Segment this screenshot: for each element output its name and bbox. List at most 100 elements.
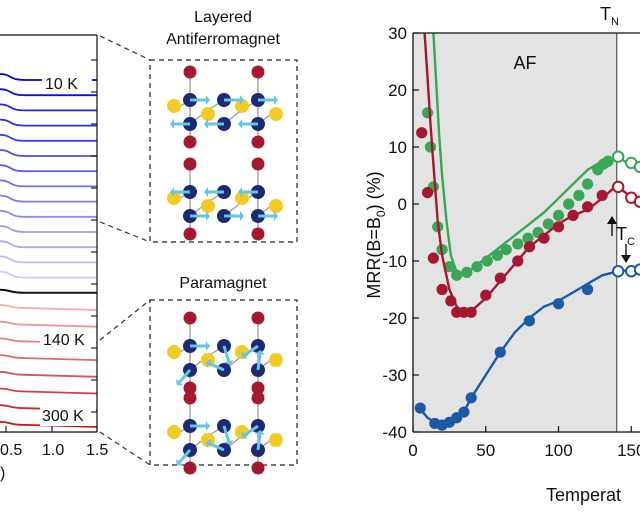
series-0-point (552, 209, 565, 221)
series-0-point (443, 261, 455, 273)
spin-arrow-head (223, 439, 234, 446)
y-tick-label: 10 (388, 138, 407, 157)
series-2-point (458, 406, 470, 418)
red-atom (183, 311, 197, 325)
spin-arrow (256, 353, 262, 371)
temp-label-300k: 300 K (42, 408, 84, 425)
pm-box (149, 299, 298, 466)
axes-layer: -40 -30 -20 -10 0 10 20 30 0 50 100 150 (382, 24, 640, 460)
series-2-open-point (633, 263, 640, 276)
spin-arrow-head (240, 211, 244, 221)
red-atom (251, 157, 265, 171)
series-2-point (494, 346, 506, 358)
spin-arrow (256, 433, 262, 451)
y-axis-label-tail: ) (%) (364, 171, 384, 210)
left-curve (0, 149, 97, 157)
left-curve (0, 304, 98, 311)
yellow-atom (269, 199, 283, 213)
spin-arrow-head (204, 187, 208, 197)
spin-arrow-head (170, 187, 174, 197)
x-tick-label: 150 (617, 441, 640, 460)
af-box (149, 59, 298, 243)
series-0-point (481, 255, 493, 267)
yellow-atom (235, 191, 249, 205)
spin-arrow-head (241, 430, 248, 440)
series-1-point (445, 295, 457, 307)
series-1-open-point (633, 195, 640, 208)
spin-arrow-head (205, 358, 212, 369)
y-axis-label: MRR(B=B0) (%) (364, 171, 388, 298)
series-1-point (494, 272, 506, 284)
y-tick-label: -40 (382, 423, 407, 442)
series-1-point (465, 306, 477, 318)
spin-arrow (208, 362, 225, 372)
left-curve (0, 404, 98, 412)
yellow-atom (167, 99, 181, 113)
series-2-point (582, 283, 594, 296)
y-tick-label: -30 (382, 366, 407, 385)
left-curve (0, 320, 98, 328)
spin-schematic: Layered Antiferromagnet Paramagnet (99, 9, 298, 475)
left-curve (0, 288, 97, 294)
yellow-atom (235, 99, 249, 113)
tc-arrow-up-head (607, 216, 617, 224)
spin-arrow-head (240, 95, 244, 105)
yellow-atom (201, 199, 215, 213)
series-1-open-point (611, 180, 625, 194)
series-0-point (573, 189, 585, 202)
y-axis-label-main: MRR(B=B (364, 217, 384, 299)
red-atom (251, 461, 265, 475)
series-1-point (596, 189, 608, 202)
red-atom (183, 135, 197, 149)
tc-label-sub: C (627, 236, 635, 248)
red-atom (251, 135, 265, 149)
y-axis-label-sub: 0 (374, 210, 388, 217)
yellow-atom (167, 191, 181, 205)
series-0-point (471, 261, 483, 273)
y-tick-label: 20 (388, 81, 407, 100)
left-curve (0, 270, 97, 279)
series-1-point (427, 252, 439, 264)
spin-arrow-head (205, 438, 212, 449)
spin-arrow (243, 424, 259, 437)
af-region-shade (413, 33, 617, 432)
tn-label-main: T (600, 4, 611, 24)
zoom-line-top-1 (99, 35, 151, 61)
left-tick-marks (5, 59, 98, 432)
series-1-point (582, 201, 594, 213)
series-0-point (461, 266, 473, 278)
spin-arrow-head (238, 119, 242, 129)
red-atom (251, 311, 265, 325)
series-1-point (538, 232, 550, 244)
spin-arrow-head (274, 211, 278, 221)
series-layer (414, 32, 640, 431)
yellow-atom (201, 107, 215, 121)
spin-arrow-head (274, 95, 278, 105)
label-bg (42, 72, 92, 94)
af-region-label: AF (513, 53, 536, 73)
yellow-atom (269, 353, 283, 367)
spin-arrow (243, 344, 259, 357)
yellow-atom (269, 107, 283, 121)
left-curve (0, 225, 97, 233)
left-x-unit: ) (0, 465, 5, 482)
spin-arrow-head (206, 211, 210, 221)
left-panel: 10 K 140 K 300 K 0.5 1.0 1.5 ) (0, 34, 108, 482)
red-atom (251, 227, 265, 241)
series-2-point (523, 315, 536, 327)
spin-arrow-head (206, 95, 210, 105)
red-atom (183, 227, 197, 241)
label-bg (40, 404, 96, 426)
spin-arrow (178, 449, 192, 464)
series-0-point (491, 249, 503, 261)
left-curve (0, 209, 97, 218)
series-2-point (465, 392, 477, 404)
mrr-chart: -40-30-20-100102030050100150 AF TN TC MR… (364, 4, 640, 505)
label-bg (40, 328, 96, 350)
left-curve (0, 337, 98, 345)
series-1-point (567, 209, 579, 221)
spin-arrow (208, 442, 225, 452)
spin-arrow-head (206, 421, 210, 431)
left-curve (0, 194, 97, 203)
left-curve (0, 164, 97, 173)
